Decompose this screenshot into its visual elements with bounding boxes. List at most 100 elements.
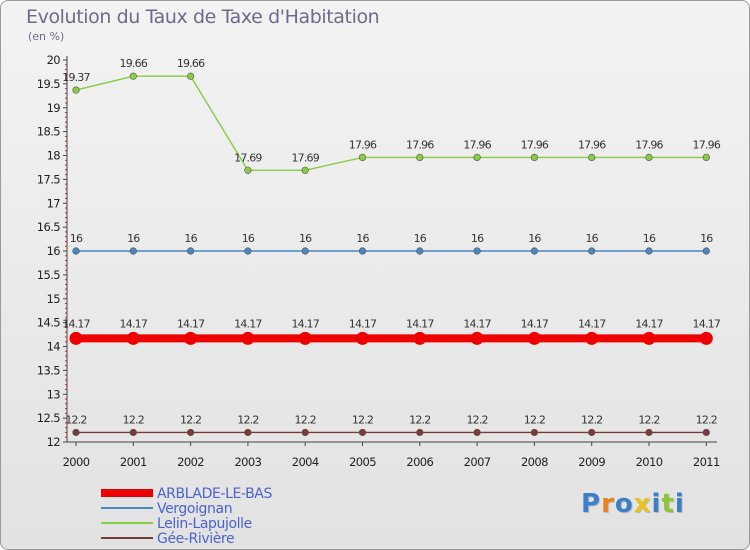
- data-label: 16: [127, 232, 140, 245]
- data-point: [530, 428, 539, 437]
- data-label: 16: [70, 232, 83, 245]
- y-tick-label: 12: [47, 435, 61, 449]
- legend-swatch: [101, 537, 153, 539]
- x-tick-label: 2009: [578, 455, 605, 469]
- y-tick-label: 18: [47, 149, 61, 163]
- proxiti-logo: Proxiti: [581, 489, 685, 519]
- data-label: 14.17: [234, 317, 262, 330]
- data-label: 19.66: [120, 57, 148, 70]
- data-point: [645, 247, 653, 255]
- data-point: [416, 428, 424, 437]
- logo-letter: r: [601, 489, 615, 519]
- data-point: [358, 153, 367, 162]
- data-label: 14.17: [578, 317, 606, 330]
- data-point: [702, 247, 710, 255]
- data-point: [530, 153, 539, 162]
- data-label: 12.2: [466, 413, 487, 426]
- data-label: 14.17: [62, 317, 90, 330]
- y-tick-label: 14.5: [37, 316, 60, 330]
- x-tick-label: 2002: [177, 455, 204, 469]
- x-tick-label: 2008: [521, 455, 548, 469]
- y-tick-label: 14: [47, 340, 61, 354]
- data-point: [129, 428, 137, 437]
- data-point: [588, 247, 596, 255]
- chart-title: Evolution du Taux de Taxe d'Habitation: [26, 6, 380, 28]
- data-point: [645, 153, 653, 162]
- data-label: 16: [643, 232, 656, 245]
- data-label: 14.17: [349, 317, 377, 330]
- data-label: 17.69: [291, 151, 319, 164]
- data-label: 14.17: [120, 317, 148, 330]
- data-label: 17.96: [463, 138, 491, 151]
- y-tick-label: 15.5: [37, 268, 60, 282]
- data-label: 12.2: [295, 413, 316, 426]
- data-point: [129, 72, 137, 80]
- data-point: [413, 331, 427, 345]
- data-point: [527, 331, 541, 345]
- data-point: [356, 331, 369, 345]
- data-label: 19.37: [62, 71, 90, 84]
- legend-swatch: [101, 507, 153, 509]
- data-point: [530, 247, 539, 255]
- y-tick-label: 19: [47, 101, 61, 115]
- data-point: [187, 428, 195, 437]
- logo-letter: i: [651, 489, 662, 519]
- legend-label: Gée-Rivière: [157, 531, 234, 547]
- chart-subtitle: (en %): [28, 30, 65, 43]
- data-label: 14.17: [635, 317, 663, 330]
- data-label: 17.96: [521, 138, 549, 151]
- data-label: 12.2: [696, 413, 717, 426]
- legend-label: ARBLADE-LE-BAS: [157, 486, 272, 502]
- logo-letter: t: [661, 489, 675, 519]
- data-label: 17.96: [635, 138, 663, 151]
- data-label: 14.17: [291, 317, 319, 330]
- x-tick-label: 2004: [292, 455, 319, 469]
- data-point: [72, 247, 80, 255]
- data-point: [470, 331, 484, 345]
- data-point: [187, 247, 195, 255]
- data-point: [416, 153, 424, 162]
- data-point: [473, 247, 481, 255]
- data-point: [473, 153, 481, 162]
- data-label: 17.96: [693, 138, 721, 151]
- data-point: [699, 331, 713, 345]
- data-label: 12.2: [409, 413, 430, 426]
- data-point: [588, 153, 596, 162]
- x-tick-label: 2006: [406, 455, 433, 469]
- data-label: 17.96: [406, 138, 434, 151]
- x-tick-label: 2001: [120, 455, 147, 469]
- y-tick-label: 15: [47, 292, 61, 306]
- y-tick-label: 13: [47, 387, 61, 401]
- data-label: 17.69: [234, 151, 262, 164]
- data-label: 12.2: [524, 413, 545, 426]
- data-point: [301, 428, 309, 437]
- data-point: [702, 428, 710, 437]
- data-label: 17.96: [349, 138, 377, 151]
- x-tick-label: 2007: [464, 455, 491, 469]
- logo-letter: x: [633, 489, 652, 519]
- data-label: 16: [414, 232, 427, 245]
- data-label: 16: [585, 232, 598, 245]
- data-point: [588, 428, 596, 437]
- data-point: [416, 247, 424, 255]
- data-label: 16: [700, 232, 713, 245]
- data-point: [69, 331, 83, 345]
- data-label: 14.17: [693, 317, 721, 330]
- data-label: 12.2: [352, 413, 373, 426]
- data-point: [702, 153, 710, 162]
- data-point: [187, 72, 195, 80]
- y-tick-label: 13.5: [37, 363, 60, 377]
- data-label: 14.17: [463, 317, 491, 330]
- y-tick-label: 17.5: [37, 172, 60, 186]
- data-label: 16: [242, 232, 255, 245]
- data-point: [358, 247, 367, 255]
- y-tick-label: 12.5: [37, 411, 60, 425]
- data-label: 12.2: [237, 413, 258, 426]
- data-label: 14.17: [406, 317, 434, 330]
- y-tick-label: 20: [47, 53, 61, 67]
- data-point: [72, 428, 80, 437]
- x-tick-label: 2003: [234, 455, 261, 469]
- legend-label: Vergoignan: [157, 501, 232, 517]
- data-point: [184, 331, 198, 345]
- data-label: 12.2: [65, 413, 86, 426]
